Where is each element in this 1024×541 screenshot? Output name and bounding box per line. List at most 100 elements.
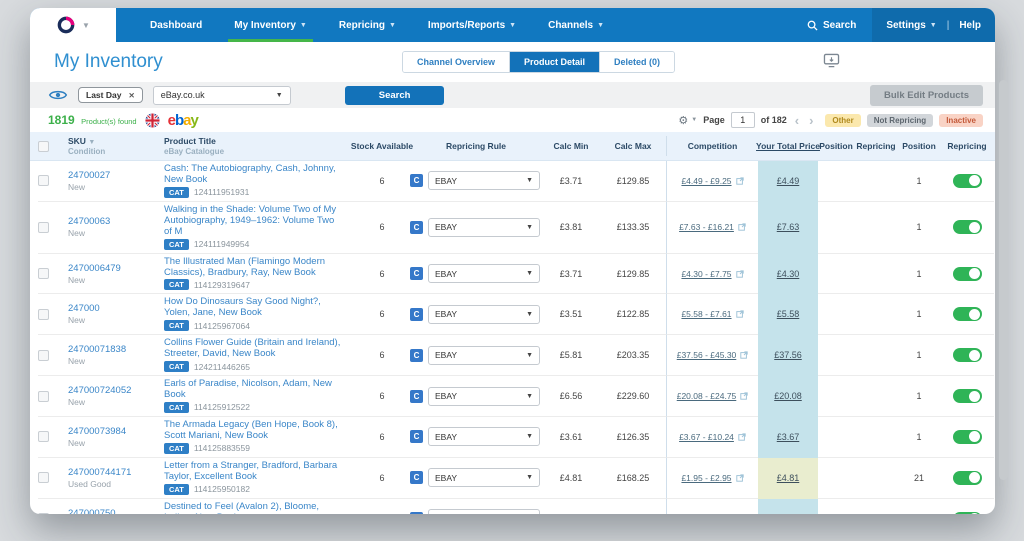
product-title-link[interactable]: How Do Dinosaurs Say Good Night?, Yolen,… xyxy=(164,296,321,319)
row-checkbox[interactable] xyxy=(38,513,49,514)
chevron-down-icon: ▼ xyxy=(526,433,533,441)
repricing-rule-select[interactable]: EBAY ▼ xyxy=(428,509,540,514)
stock-available-value: 6 xyxy=(354,376,410,417)
sku-link[interactable]: 24700063 xyxy=(68,216,111,228)
view-eye-icon[interactable] xyxy=(48,88,68,102)
nav-item-my-inventory[interactable]: My Inventory ▼ xyxy=(218,8,323,42)
close-icon[interactable]: ✕ xyxy=(128,90,135,100)
display-view-button[interactable] xyxy=(823,53,840,73)
product-title-link[interactable]: Destined to Feel (Avalon 2), Bloome, Ind… xyxy=(164,500,320,514)
competition-link[interactable]: £37.56 - £45.30 xyxy=(676,350,737,361)
nav-item-imports-reports[interactable]: Imports/Reports ▼ xyxy=(412,8,532,42)
app-logo[interactable]: ▼ xyxy=(30,8,116,42)
gear-icon[interactable]: ⚙ xyxy=(678,114,689,127)
page-scrollbar[interactable] xyxy=(999,80,1008,480)
calc-min-value: £3.61 xyxy=(542,417,600,458)
repricing-toggle[interactable] xyxy=(952,266,982,281)
nav-settings-button[interactable]: Settings ▼ xyxy=(886,20,936,31)
bulk-edit-products-button[interactable]: Bulk Edit Products xyxy=(870,84,983,106)
product-title-link[interactable]: Cash: The Autobiography, Cash, Johnny, N… xyxy=(164,163,336,185)
sku-link[interactable]: 247000750 xyxy=(68,507,116,514)
nav-item-channels[interactable]: Channels ▼ xyxy=(532,8,620,42)
repricing-rule-select[interactable]: EBAY ▼ xyxy=(428,217,540,237)
status-badge-not-repricing: Not Repricing xyxy=(866,113,934,127)
filter-chip-last-day[interactable]: Last Day ✕ xyxy=(78,87,143,103)
competition-link[interactable]: £3.67 - £10.24 xyxy=(679,431,734,442)
next-page-button[interactable]: › xyxy=(809,112,814,128)
repricing-toggle[interactable] xyxy=(952,511,982,514)
select-all-checkbox[interactable] xyxy=(38,140,49,152)
your-total-price-link[interactable]: £3.67 xyxy=(776,431,800,442)
page-number-input[interactable] xyxy=(730,112,755,128)
row-checkbox[interactable] xyxy=(38,175,49,187)
repricing-toggle[interactable] xyxy=(952,307,982,322)
col-sku[interactable]: SKU ▼ Condition xyxy=(68,136,106,156)
nav-item-dashboard[interactable]: Dashboard xyxy=(134,8,218,42)
product-title-link[interactable]: Letter from a Stranger, Bradford, Barbar… xyxy=(164,459,338,482)
prev-page-button[interactable]: ‹ xyxy=(794,112,800,128)
your-total-price-link[interactable]: £20.08 xyxy=(774,391,802,402)
sku-link[interactable]: 24700027 xyxy=(68,169,111,181)
chevron-down-icon: ▼ xyxy=(526,177,533,185)
nav-item-label: Dashboard xyxy=(150,19,203,31)
tab-channel-overview[interactable]: Channel Overview xyxy=(403,52,510,72)
sku-link[interactable]: 247000 xyxy=(68,303,100,315)
position-1-value xyxy=(818,161,854,202)
competition-link[interactable]: £7.63 - £16.21 xyxy=(679,222,734,233)
your-total-price-link[interactable]: £4.81 xyxy=(776,472,800,483)
repricing-rule-select[interactable]: EBAY ▼ xyxy=(428,264,540,284)
your-total-price-link[interactable]: £37.56 xyxy=(774,350,802,361)
repricing-rule-select[interactable]: EBAY ▼ xyxy=(428,468,540,488)
product-title-link[interactable]: Collins Flower Guide (Britain and Irelan… xyxy=(164,337,341,360)
repricing-toggle[interactable] xyxy=(952,429,982,444)
competition-link[interactable]: £20.08 - £24.75 xyxy=(676,391,737,402)
product-title-link[interactable]: Earls of Paradise, Nicolson, Adam, New B… xyxy=(164,378,332,401)
repricing-toggle[interactable] xyxy=(952,470,982,485)
repricing-rule-select[interactable]: EBAY ▼ xyxy=(428,171,540,191)
stock-available-value: 6 xyxy=(354,417,410,458)
row-checkbox[interactable] xyxy=(38,221,49,233)
repricing-rule-select[interactable]: EBAY ▼ xyxy=(428,386,540,406)
row-checkbox[interactable] xyxy=(38,431,49,443)
sku-link[interactable]: 24700073984 xyxy=(68,425,127,437)
nav-item-repricing[interactable]: Repricing ▼ xyxy=(323,8,412,42)
stock-available-value: 6 xyxy=(354,161,410,202)
repricing-toggle[interactable] xyxy=(952,173,982,188)
competition-link[interactable]: £1.95 - £2.95 xyxy=(681,472,732,483)
repricing-1-value xyxy=(854,254,898,295)
competition-link[interactable]: £4.49 - £9.25 xyxy=(681,175,732,186)
row-checkbox[interactable] xyxy=(38,390,49,402)
channel-select[interactable]: eBay.co.uk ▼ xyxy=(152,85,291,105)
your-total-price-link[interactable]: £4.49 xyxy=(776,175,800,186)
your-total-price-link[interactable]: £5.58 xyxy=(776,309,800,320)
sku-link[interactable]: 247000744171 xyxy=(68,466,132,478)
nav-help-button[interactable]: Help xyxy=(959,19,981,31)
sku-link[interactable]: 24700071838 xyxy=(68,344,127,356)
competition-link[interactable]: £4.30 - £7.75 xyxy=(681,268,732,279)
product-title-link[interactable]: The Illustrated Man (Flamingo Modern Cla… xyxy=(164,255,326,278)
col-your-total-price[interactable]: Your Total Price xyxy=(756,141,820,151)
repricing-toggle[interactable] xyxy=(952,389,982,404)
search-button[interactable]: Search xyxy=(344,85,445,105)
competition-link[interactable]: £5.58 - £7.61 xyxy=(681,309,732,320)
your-total-price-link[interactable]: £7.63 xyxy=(776,222,800,233)
product-title-link[interactable]: The Armada Legacy (Ben Hope, Book 8), Sc… xyxy=(164,418,338,441)
tab-deleted-0-[interactable]: Deleted (0) xyxy=(599,52,675,72)
nav-search-button[interactable]: Search xyxy=(791,8,872,42)
product-title-link[interactable]: Walking in the Shade: Volume Two of My A… xyxy=(164,203,337,237)
calc-max-value: £203.35 xyxy=(600,335,666,377)
repricing-rule-select[interactable]: EBAY ▼ xyxy=(428,427,540,447)
sku-link[interactable]: 247000724052 xyxy=(68,385,132,397)
repricing-rule-select[interactable]: EBAY ▼ xyxy=(428,304,540,324)
repricing-rule-select[interactable]: EBAY ▼ xyxy=(428,345,540,365)
repricing-toggle[interactable] xyxy=(952,348,982,363)
row-checkbox[interactable] xyxy=(38,308,49,320)
sku-link[interactable]: 2470006479 xyxy=(68,262,121,274)
row-checkbox[interactable] xyxy=(38,472,49,484)
row-checkbox[interactable] xyxy=(38,268,49,280)
your-total-price-link[interactable]: £4.30 xyxy=(776,268,800,279)
external-link-icon xyxy=(735,310,744,319)
tab-product-detail[interactable]: Product Detail xyxy=(509,52,600,72)
row-checkbox[interactable] xyxy=(38,349,49,361)
repricing-toggle[interactable] xyxy=(952,220,982,235)
